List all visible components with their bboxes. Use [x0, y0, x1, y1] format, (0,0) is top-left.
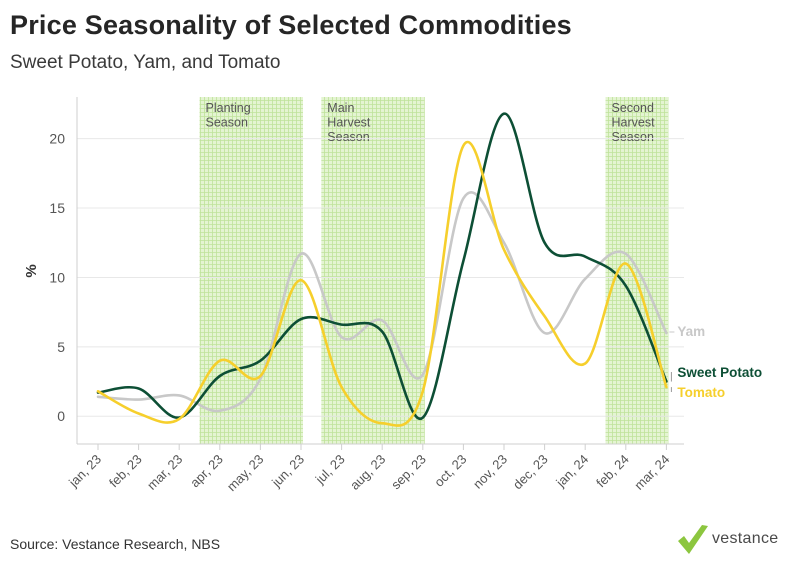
x-tick-label: feb, 24 — [593, 452, 632, 491]
season-band-label: Season — [612, 130, 654, 144]
x-tick-label: dec, 23 — [510, 452, 551, 493]
y-tick-label: 0 — [57, 408, 65, 424]
season-band-label: Season — [327, 130, 369, 144]
series-label-yam: Yam — [677, 324, 705, 339]
x-tick-label: jan, 24 — [552, 452, 591, 491]
series-label-sweet-potato: Sweet Potato — [677, 365, 762, 380]
season-band-label: Planting — [206, 101, 251, 115]
x-tick-label: jun, 23 — [268, 452, 307, 491]
x-tick-label: oct, 23 — [431, 452, 469, 490]
y-tick-label: 10 — [49, 269, 65, 285]
season-band — [321, 97, 425, 444]
chart-subtitle: Sweet Potato, Yam, and Tomato — [10, 52, 281, 73]
chart-title: Price Seasonality of Selected Commoditie… — [10, 10, 572, 40]
season-band — [199, 97, 303, 444]
series-label-tomato: Tomato — [677, 385, 725, 400]
y-tick-label: 5 — [57, 339, 65, 355]
grid-lines: 0 5 10 15 20 — [49, 131, 684, 424]
x-tick-label: apr, 23 — [187, 452, 226, 491]
season-band-label: Harvest — [327, 116, 371, 130]
x-tick-label: may, 23 — [224, 452, 267, 495]
series-labels: Yam Sweet Potato Tomato — [669, 324, 762, 400]
x-tick-label: sep, 23 — [388, 452, 429, 493]
season-band-label: Second — [612, 101, 654, 115]
season-band-label: Main — [327, 101, 354, 115]
x-tick-label: jul, 23 — [312, 452, 348, 488]
series-line-sweet-potato — [96, 112, 668, 420]
series-line-yam — [96, 191, 668, 413]
brand-name: vestance — [712, 530, 779, 547]
series-lines — [96, 112, 668, 427]
y-tick-label: 20 — [49, 131, 65, 147]
x-tick-label: jan, 23 — [65, 452, 104, 491]
x-tick-label: aug, 23 — [347, 452, 388, 493]
x-tick-label: mar, 23 — [144, 452, 185, 493]
x-tick-label: feb, 23 — [106, 452, 145, 491]
check-logo-icon — [678, 525, 708, 554]
source-note: Source: Vestance Research, NBS — [10, 536, 221, 552]
y-axis-label: % — [23, 264, 40, 277]
season-band-label: Harvest — [612, 116, 656, 130]
series-line-tomato — [96, 140, 668, 427]
y-tick-label: 15 — [49, 200, 65, 216]
season-band-label: Season — [206, 116, 248, 130]
x-tick-label: mar, 24 — [631, 452, 672, 493]
season-bands: PlantingSeasonMainHarvestSeasonSecondHar… — [199, 97, 669, 444]
x-tick-label: nov, 23 — [470, 452, 510, 492]
vestance-logo: vestance — [676, 521, 786, 557]
